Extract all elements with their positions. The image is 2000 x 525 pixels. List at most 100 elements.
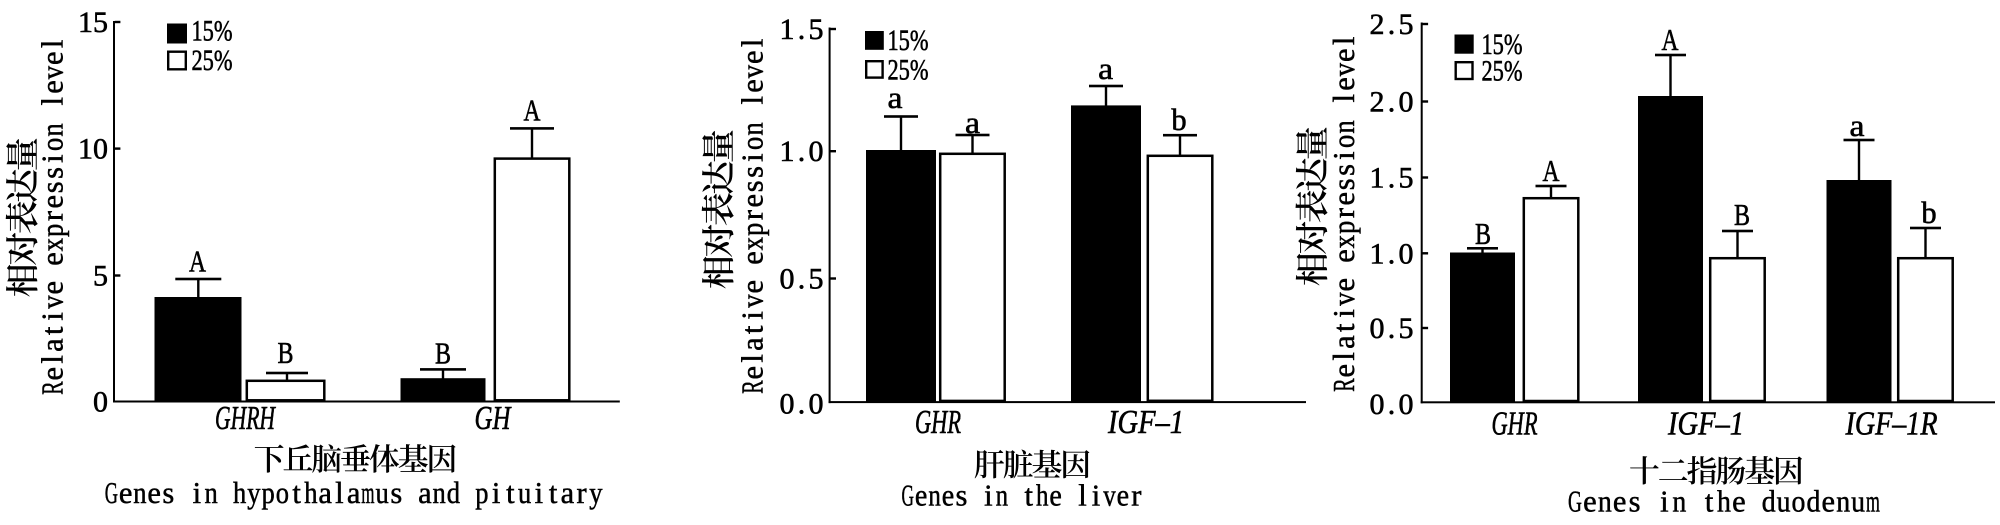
svg-text:GH: GH [475,400,513,437]
svg-text:R: R [1327,378,1361,392]
svg-text:l: l [1327,37,1361,45]
svg-text:15%: 15% [888,24,929,57]
svg-text:A: A [1662,23,1679,57]
svg-text:p: p [736,223,770,236]
svg-text:i: i [736,311,770,319]
svg-text:d: d [1762,485,1776,519]
svg-text:u: u [1777,485,1791,519]
svg-text:l: l [736,96,770,104]
svg-text:e: e [36,51,70,65]
svg-text:i: i [736,153,770,161]
svg-text:h: h [1717,485,1731,519]
svg-text:e: e [36,252,70,266]
svg-text:b: b [1171,103,1186,137]
svg-text:e: e [736,50,770,64]
svg-text:i: i [1327,151,1361,159]
svg-text:t: t [549,476,558,510]
svg-text:i: i [36,312,70,320]
svg-text:e: e [736,251,770,265]
svg-text:IGF–1: IGF–1 [1667,406,1744,443]
svg-text:a: a [561,476,575,510]
svg-text:a: a [318,476,332,510]
svg-text:i: i [492,476,500,510]
svg-text:h: h [1036,479,1048,513]
svg-text:e: e [1732,485,1746,519]
svg-text:15%: 15% [1482,28,1523,61]
svg-text:GHR: GHR [1492,406,1538,443]
svg-text:a: a [888,81,904,115]
svg-text:t: t [1705,485,1714,519]
svg-text:G: G [1568,485,1582,519]
svg-text:0: 0 [93,386,108,419]
svg-text:1.5: 1.5 [1370,162,1414,195]
svg-text:o: o [736,137,770,150]
svg-text:v: v [736,294,770,308]
svg-text:e: e [1117,479,1129,513]
svg-text:1.5: 1.5 [780,13,824,46]
svg-text:l: l [1327,352,1361,360]
svg-text:m: m [361,476,374,510]
svg-text:l: l [736,354,770,362]
svg-text:a: a [347,476,361,510]
svg-text:e: e [119,476,133,510]
svg-text:G: G [105,476,118,510]
svg-text:s: s [162,476,174,510]
svg-text:n: n [1836,485,1850,519]
svg-text:i: i [1327,309,1361,317]
svg-text:e: e [915,479,927,513]
svg-text:e: e [1327,192,1361,206]
svg-text:s: s [1327,164,1361,176]
svg-text:l: l [36,97,70,105]
svg-text:v: v [36,65,70,79]
svg-text:e: e [736,366,770,380]
svg-text:GHRH: GHRH [215,400,277,437]
svg-text:s: s [36,167,70,179]
svg-text:e: e [736,280,770,294]
svg-text:n: n [928,479,940,513]
svg-text:d: d [1806,485,1820,519]
svg-text:IGF–1: IGF–1 [1107,404,1184,441]
svg-text:i: i [1660,485,1668,519]
svg-text:y: y [247,476,261,510]
svg-text:l: l [1327,94,1361,102]
svg-text:n: n [36,123,70,136]
svg-text:x: x [1327,235,1361,248]
svg-text:IGF–1R: IGF–1R [1845,406,1938,443]
svg-text:i: i [1092,479,1100,513]
svg-text:t: t [36,326,70,335]
svg-text:l: l [36,40,70,48]
svg-text:e: e [147,476,161,510]
svg-text:x: x [736,237,770,250]
svg-text:a: a [36,338,70,352]
svg-text:u: u [375,476,388,510]
svg-text:n: n [204,476,217,510]
svg-text:5: 5 [93,260,108,293]
svg-text:e: e [1822,485,1836,519]
svg-text:t: t [506,476,515,510]
svg-text:h: h [233,476,246,510]
svg-text:l: l [736,39,770,47]
svg-text:o: o [36,138,70,151]
svg-text:e: e [736,79,770,93]
svg-text:B: B [435,337,451,371]
svg-text:i: i [36,154,70,162]
svg-text:GHR: GHR [915,404,961,441]
svg-text:r: r [736,210,770,220]
svg-text:A: A [524,94,541,128]
svg-text:10: 10 [78,133,108,166]
svg-text:a: a [1098,52,1114,86]
svg-text:h: h [304,476,317,510]
svg-text:p: p [36,224,70,237]
svg-text:A: A [1543,154,1560,188]
svg-text:n: n [1672,485,1686,519]
svg-text:a: a [418,476,432,510]
svg-text:t: t [292,476,301,510]
svg-text:e: e [1583,485,1597,519]
svg-text:2.0: 2.0 [1370,86,1414,119]
svg-text:a: a [1850,109,1866,143]
svg-text:B: B [1475,217,1491,251]
svg-text:a: a [1327,335,1361,349]
svg-text:s: s [1327,178,1361,190]
svg-text:R: R [36,381,70,395]
svg-text:n: n [1598,485,1612,519]
